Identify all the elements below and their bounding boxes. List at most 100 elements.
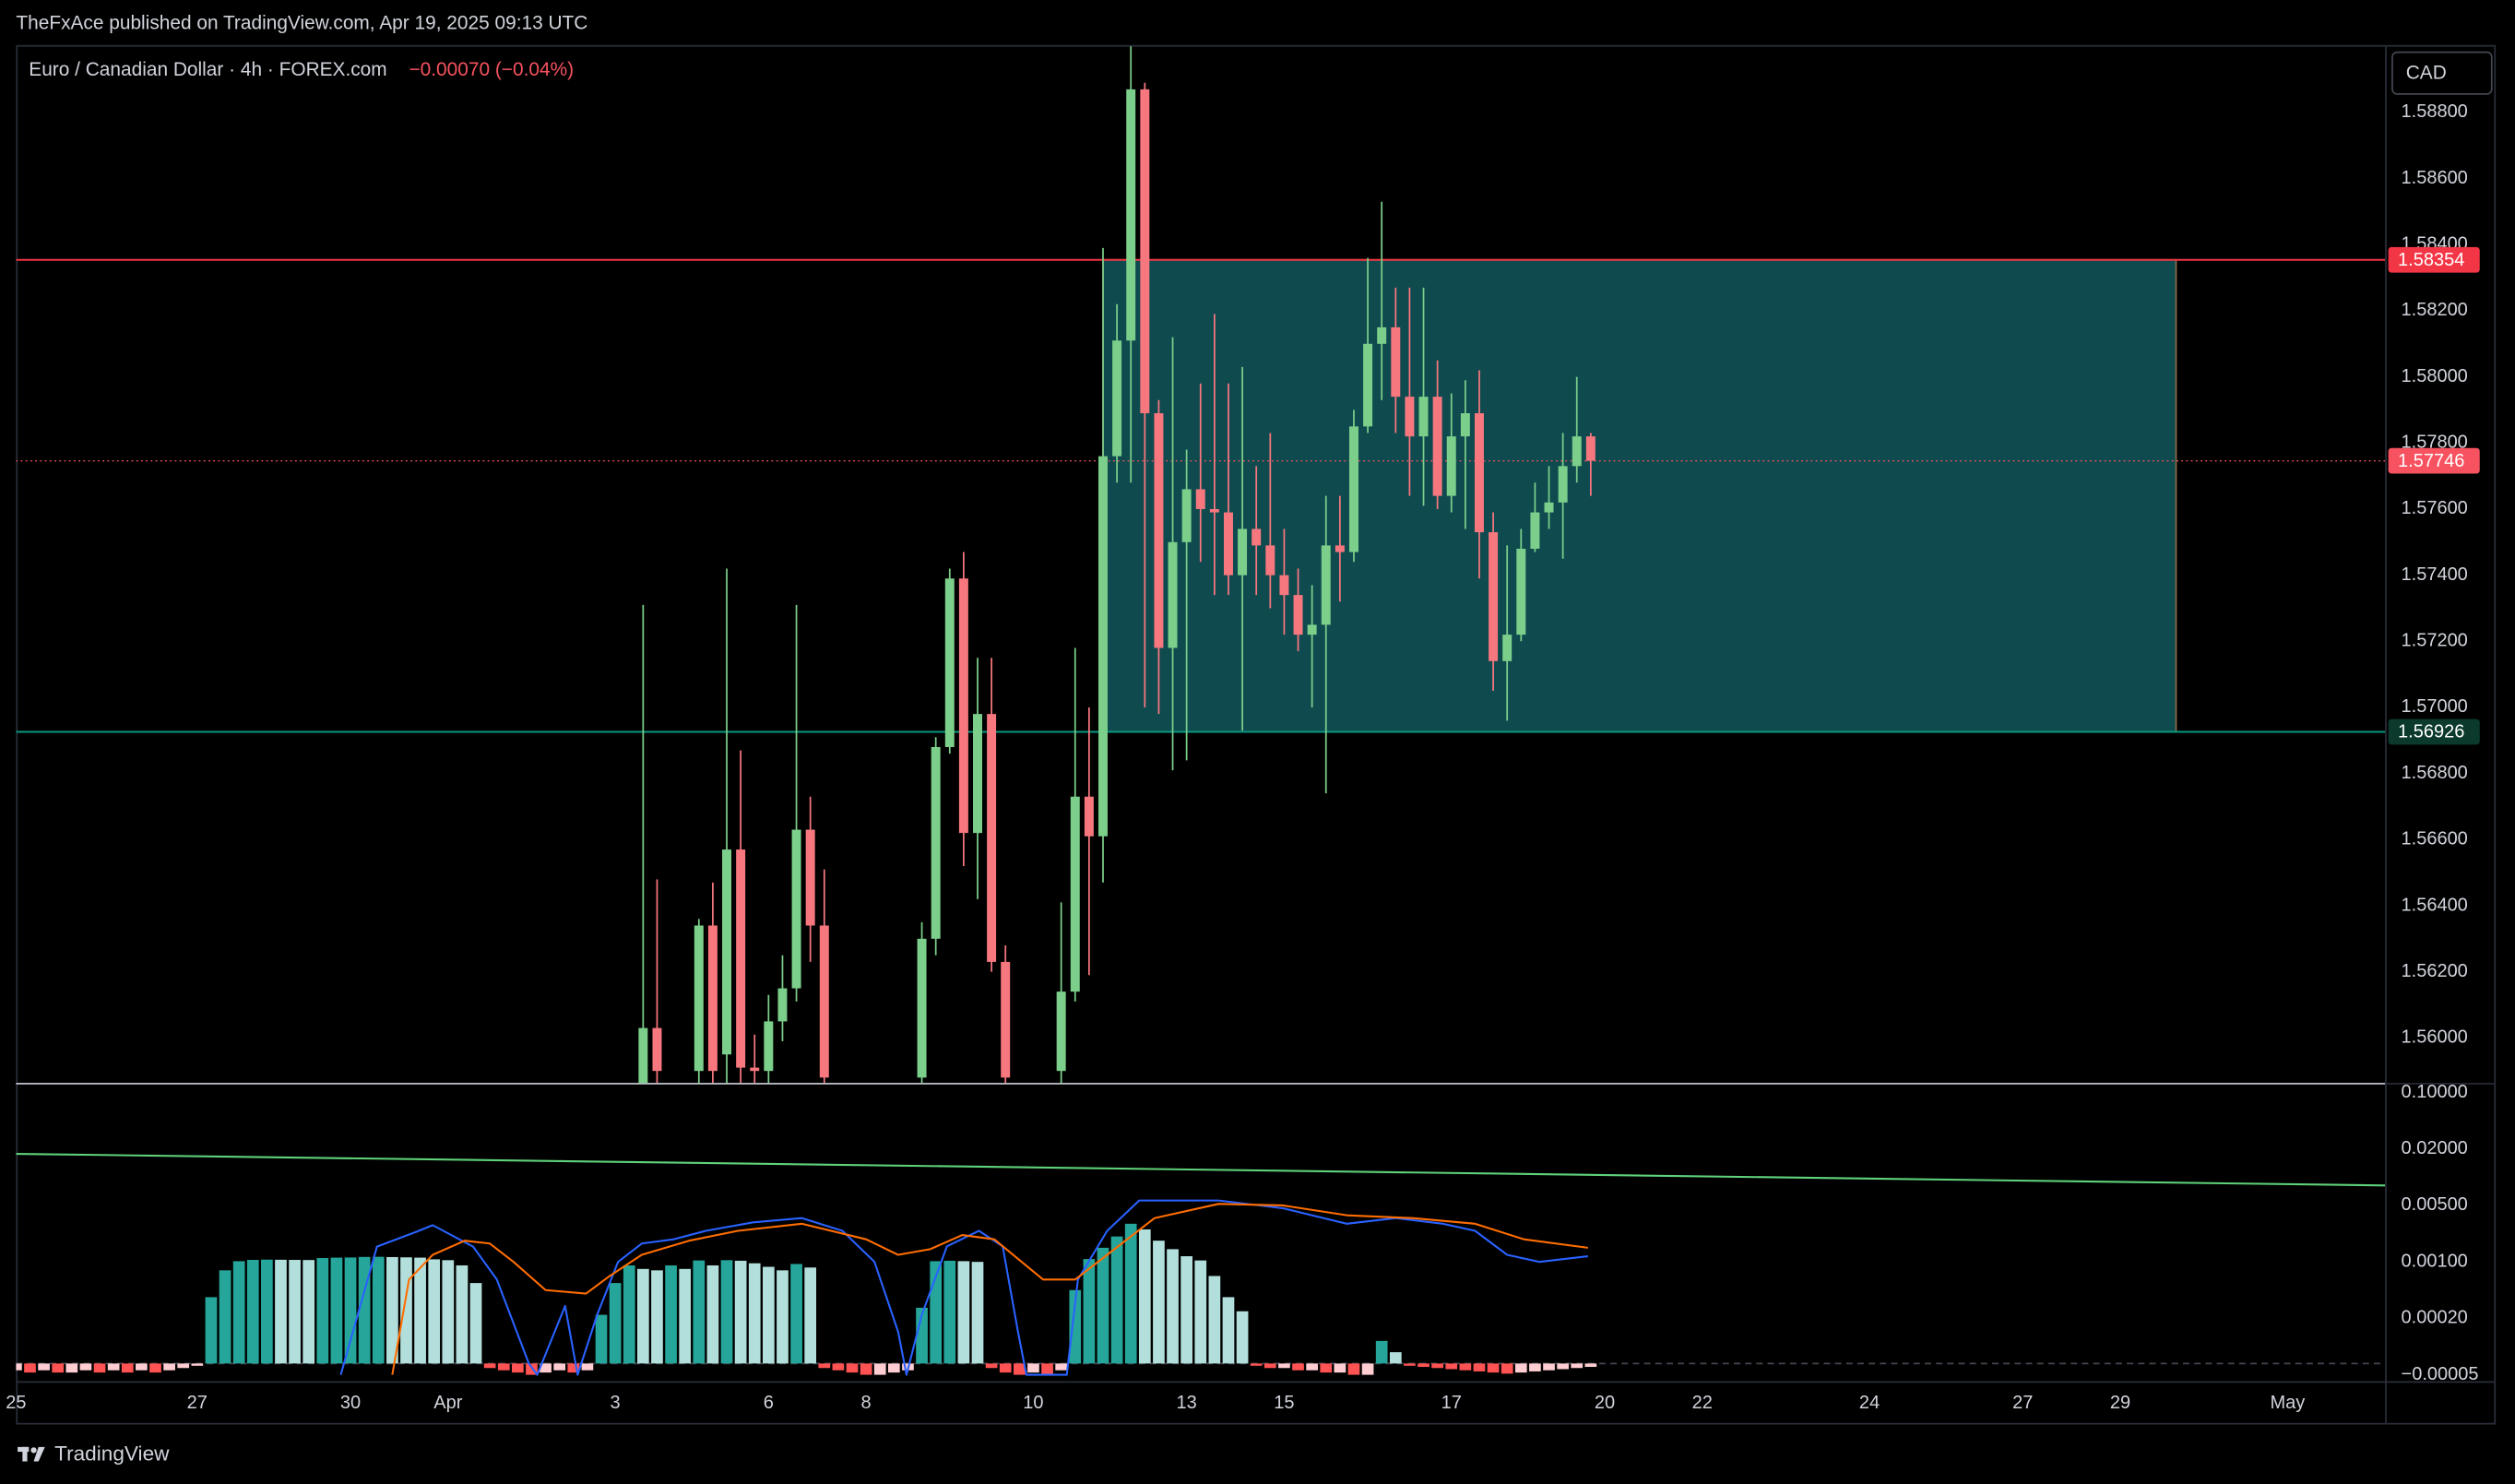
histogram-bar <box>637 1268 649 1364</box>
candle-body <box>1070 796 1080 992</box>
candle-body <box>1126 89 1136 341</box>
histogram-bar <box>595 1314 608 1364</box>
candle-body <box>1348 426 1358 552</box>
x-tick-label: 17 <box>1441 1393 1462 1413</box>
histogram-bar <box>512 1363 524 1373</box>
chart-frame <box>16 44 2497 1425</box>
histogram-bar <box>1445 1363 1458 1370</box>
histogram-bar <box>916 1307 928 1364</box>
histogram-bar <box>1431 1363 1443 1369</box>
candle-body <box>750 1067 760 1072</box>
symbol-title: Euro / Canadian Dollar · 4h · FOREX.com <box>29 59 386 80</box>
histogram-bar <box>1236 1311 1249 1364</box>
histogram-bar <box>567 1363 580 1373</box>
candle-body <box>1405 397 1415 437</box>
histogram-bar <box>957 1261 970 1364</box>
y-tick-label: 1.57000 <box>2402 696 2468 717</box>
candle-body <box>1168 541 1178 648</box>
histogram-bar <box>1110 1236 1123 1364</box>
y-tick-label: 1.58600 <box>2402 168 2468 188</box>
histogram-bar <box>651 1270 663 1364</box>
x-tick-label: 27 <box>187 1393 208 1413</box>
indicator-line <box>16 1152 2386 1187</box>
histogram-bar <box>16 1363 22 1371</box>
histogram-bar <box>860 1363 872 1375</box>
histogram-bar <box>1013 1363 1026 1375</box>
currency-label[interactable]: CAD <box>2406 63 2447 84</box>
currency-button[interactable] <box>2391 51 2493 95</box>
candle-body <box>1558 466 1568 503</box>
histogram-bar <box>1138 1229 1151 1364</box>
histogram-bar <box>289 1260 301 1364</box>
histogram-bar <box>1180 1256 1192 1364</box>
candle-body <box>1209 508 1219 513</box>
histogram-bar <box>136 1363 148 1371</box>
histogram-bar <box>469 1283 482 1364</box>
indicator-line <box>391 1203 1588 1375</box>
histogram-bar <box>1320 1363 1333 1373</box>
y-tick-label: 1.57400 <box>2402 564 2468 585</box>
histogram-bar <box>497 1363 510 1371</box>
histogram-bar <box>1027 1363 1039 1373</box>
y-tick-label: 1.58200 <box>2402 300 2468 320</box>
histogram-bar <box>887 1363 900 1373</box>
x-tick-label: 3 <box>611 1393 621 1413</box>
histogram-bar <box>358 1256 371 1364</box>
histogram-bar <box>1529 1363 1541 1371</box>
candle-body <box>1363 343 1373 427</box>
x-tick-label: 13 <box>1177 1393 1197 1413</box>
histogram-bar <box>483 1363 496 1369</box>
histogram-bar <box>720 1260 733 1364</box>
candle-body <box>1460 413 1470 437</box>
candle-body <box>1446 436 1456 496</box>
candle-body <box>931 746 941 939</box>
histogram-bar <box>693 1260 706 1364</box>
histogram-bar <box>52 1363 65 1373</box>
histogram-bar <box>219 1270 231 1364</box>
x-tick-label: 24 <box>1859 1393 1880 1413</box>
candle-body <box>1489 532 1499 661</box>
histogram-bar <box>414 1257 426 1364</box>
price-layer <box>16 46 2386 1084</box>
histogram-bar <box>581 1363 594 1371</box>
candle-body <box>1056 991 1066 1072</box>
candle-body <box>805 829 815 926</box>
histogram-bar <box>1055 1363 1068 1371</box>
histogram-bar <box>818 1363 831 1369</box>
candle-body <box>1391 326 1401 398</box>
histogram-bar <box>1263 1363 1276 1369</box>
candle-body <box>1181 489 1192 542</box>
price-change: −0.00070 (−0.04%) <box>409 59 574 80</box>
candle-body <box>1544 502 1554 513</box>
candle-body <box>1335 545 1345 552</box>
histogram-bar <box>232 1261 245 1364</box>
candle-body <box>944 578 955 747</box>
histogram-bar <box>1222 1297 1235 1364</box>
histogram-bar <box>777 1270 789 1364</box>
histogram-bar <box>1571 1363 1584 1369</box>
histogram-bar <box>1404 1363 1416 1366</box>
histogram-bar <box>1041 1363 1053 1375</box>
candle-body <box>1474 413 1484 533</box>
histogram-bar <box>275 1259 287 1364</box>
candle-body <box>917 938 927 1078</box>
x-tick-label: 10 <box>1023 1393 1043 1413</box>
price-label-box <box>2388 246 2480 273</box>
histogram-bar <box>985 1363 998 1369</box>
price-label: 1.57746 <box>2398 451 2464 471</box>
y2-tick-label: 0.10000 <box>2402 1082 2468 1102</box>
histogram-bar <box>1543 1363 1555 1371</box>
x-tick-label: 27 <box>2012 1393 2033 1413</box>
histogram-bar <box>1557 1363 1569 1370</box>
histogram-bar <box>107 1363 120 1371</box>
histogram-bar <box>316 1258 329 1364</box>
histogram-bar <box>1167 1249 1179 1364</box>
histogram-bar <box>303 1260 315 1364</box>
histogram-bar <box>1347 1363 1360 1375</box>
footer-brand: TradingView <box>54 1442 170 1466</box>
y2-tick-label: 0.00100 <box>2402 1251 2468 1271</box>
y-tick-label: 1.56600 <box>2402 829 2468 849</box>
x-tick-label: 22 <box>1692 1393 1713 1413</box>
histogram-bar <box>428 1259 441 1364</box>
